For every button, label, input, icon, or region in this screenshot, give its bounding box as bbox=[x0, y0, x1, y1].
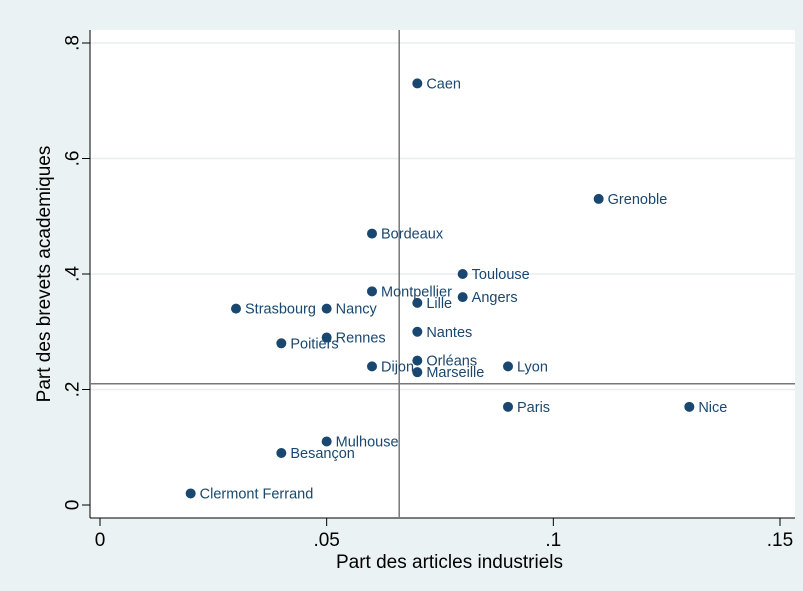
x-tick-label: .1 bbox=[545, 530, 561, 551]
data-point bbox=[276, 338, 287, 349]
y-tick-label: .6 bbox=[63, 151, 84, 167]
y-tick-label: .2 bbox=[63, 382, 84, 398]
reference-lines bbox=[90, 30, 795, 518]
data-point-label: Orléans bbox=[426, 354, 477, 370]
data-point-label: Clermont Ferrand bbox=[200, 486, 314, 502]
data-point-label: Dijon bbox=[381, 359, 414, 375]
data-point bbox=[321, 436, 332, 447]
y-axis-title: Part des brevets academiques bbox=[34, 146, 55, 403]
data-point bbox=[231, 303, 241, 314]
x-tick-label: .05 bbox=[313, 530, 339, 551]
x-tick-label: 0 bbox=[95, 530, 106, 551]
data-point bbox=[321, 303, 332, 314]
data-point bbox=[412, 326, 423, 337]
data-point-label: Caen bbox=[426, 76, 461, 92]
data-point-label: Mulhouse bbox=[336, 434, 399, 450]
data-point bbox=[593, 193, 604, 204]
data-point-label: Paris bbox=[517, 400, 550, 416]
data-point-label: Nice bbox=[698, 400, 727, 416]
data-point-label: Rennes bbox=[336, 331, 386, 347]
data-point bbox=[412, 78, 423, 89]
y-tick-label: .8 bbox=[63, 35, 84, 51]
data-point bbox=[367, 228, 377, 239]
data-point bbox=[412, 367, 423, 378]
data-point-label: Besançon bbox=[290, 446, 355, 462]
data-point bbox=[276, 448, 287, 459]
data-point bbox=[503, 361, 513, 372]
data-point bbox=[321, 332, 332, 343]
data-point bbox=[457, 292, 468, 303]
data-point-label: Angers bbox=[472, 290, 518, 306]
data-point-label: Bordeaux bbox=[381, 227, 444, 243]
data-point-label: Strasbourg bbox=[245, 302, 316, 318]
data-point bbox=[185, 488, 196, 499]
x-axis-title: Part des articles industriels bbox=[336, 552, 563, 573]
data-point-label: Marseille bbox=[426, 365, 484, 381]
data-point bbox=[457, 269, 468, 279]
data-point bbox=[412, 355, 423, 366]
data-point-label: Toulouse bbox=[472, 267, 530, 283]
data-point-label: Lyon bbox=[517, 359, 548, 375]
data-point-label: Poitiers bbox=[290, 336, 338, 352]
data-point-label: Lille bbox=[426, 296, 452, 312]
data-point bbox=[367, 286, 377, 297]
data-point-label: Grenoble bbox=[608, 192, 668, 208]
axes: 0 .2 .4 .6 .8 0 .05 .1 .15 bbox=[63, 30, 795, 551]
data-point bbox=[367, 361, 377, 372]
data-point-label: Nancy bbox=[336, 302, 378, 318]
y-tick-label: .4 bbox=[63, 266, 84, 282]
data-point-label: Nantes bbox=[426, 325, 472, 341]
data-point bbox=[412, 297, 423, 308]
y-tick-label: 0 bbox=[63, 500, 84, 511]
data-point bbox=[684, 401, 695, 412]
data-points: Caen Grenoble Bordeaux Toulouse Montpellier A… bbox=[185, 76, 727, 502]
data-point bbox=[503, 401, 513, 412]
x-tick-label: .15 bbox=[767, 530, 793, 551]
grid-lines bbox=[90, 42, 795, 391]
data-point-label: Montpellier bbox=[381, 284, 452, 300]
